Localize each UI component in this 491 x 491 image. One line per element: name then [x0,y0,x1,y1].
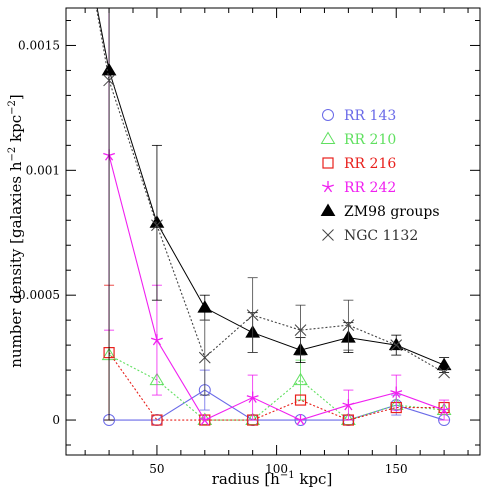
series-rr-143 [103,369,451,427]
legend-marker [320,203,336,216]
legend-marker [320,131,336,144]
data-point [438,366,450,379]
data-point [198,351,211,364]
series-ngc-1132 [95,8,450,396]
legend-label: RR 143 [344,108,396,124]
legend-label: ZM98 groups [344,204,440,220]
y-tick-label: 0 [52,413,60,427]
legend-marker [322,180,334,193]
data-point [294,324,307,336]
x-axis-label: radius [h−1 kpc] [212,470,333,488]
legend-label: RR 216 [344,156,396,172]
legend-label: RR 210 [344,132,396,148]
y-tick-label: 0.0005 [18,288,60,302]
data-point [390,339,403,351]
data-point [390,386,403,398]
legend-label: RR 242 [344,180,396,196]
data-point [293,372,308,386]
data-point [246,391,259,403]
legend-marker [322,109,334,121]
data-point [342,319,355,331]
x-tick-label: 150 [385,462,408,476]
data-point [197,300,213,313]
data-point [294,394,307,406]
data-point [438,404,451,416]
data-point [342,399,355,411]
data-point [101,62,117,76]
series-line [108,352,445,421]
series-line [108,354,445,421]
series-line [108,155,445,421]
data-point [151,414,163,426]
x-tick-label: 50 [149,462,164,476]
y-tick-label: 0.0015 [18,38,60,52]
y-tick-label: 0.001 [26,163,60,177]
data-point [151,219,163,232]
data-point [103,74,115,87]
data-point [294,413,307,426]
series-line [109,389,445,421]
x-tick-label: 100 [265,462,288,476]
data-point [436,357,452,371]
data-point [246,309,259,322]
plot-frame [65,7,481,456]
legend-marker [322,157,334,169]
y-axis-label: number density [galaxies h−2 kpc−2] [7,94,25,368]
data-point [388,337,404,351]
data-point [198,413,211,426]
legend-label: NGC 1132 [344,228,418,244]
data-point [150,334,163,346]
legend-marker [322,229,334,241]
